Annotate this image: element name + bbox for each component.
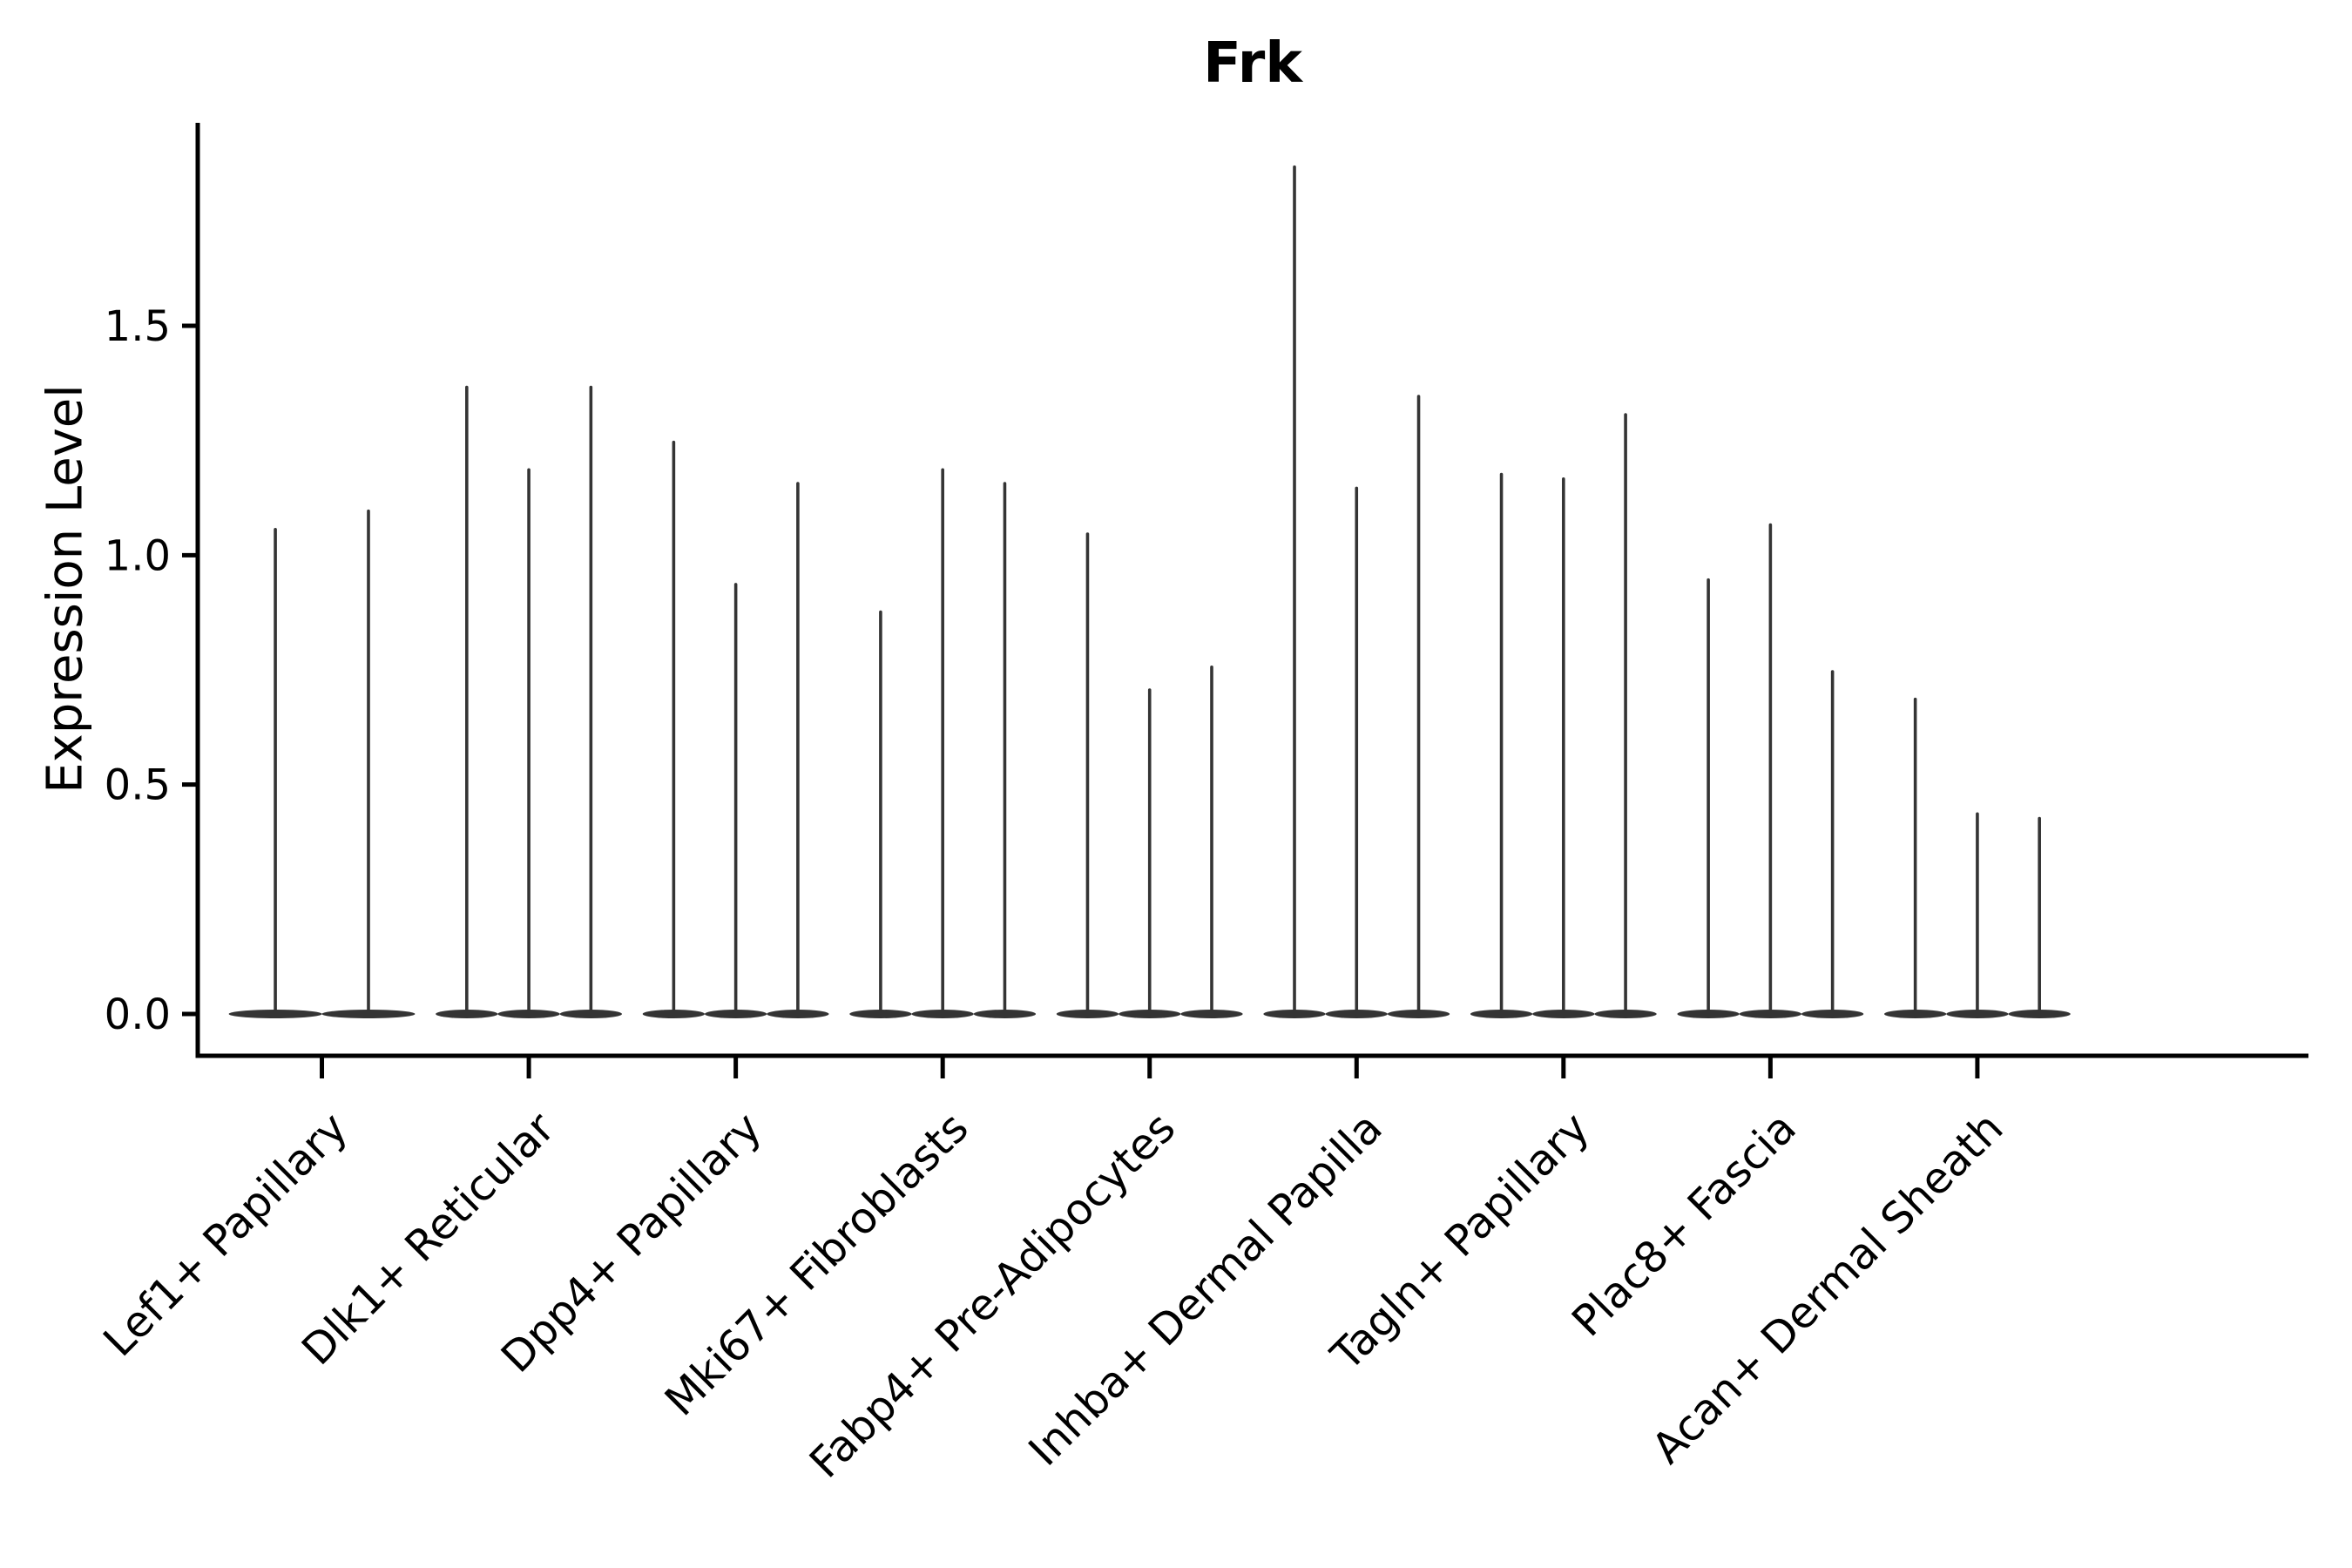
x-tick-label: Inhba+ Dermal Papilla: [1019, 1103, 1392, 1476]
chart-title: Frk: [1203, 31, 1302, 96]
y-tick-label: 1.0: [105, 531, 171, 580]
x-tick-label: Fabp4+ Pre-Adipocytes: [801, 1103, 1186, 1488]
y-tick-label: 0.5: [105, 761, 171, 810]
y-tick-label: 1.5: [105, 302, 171, 351]
x-tick-label: Plac8+ Fascia: [1563, 1103, 1806, 1346]
y-tick-label: 0.0: [105, 990, 171, 1039]
x-tick-label: Acan+ Dermal Sheath: [1642, 1103, 2012, 1473]
